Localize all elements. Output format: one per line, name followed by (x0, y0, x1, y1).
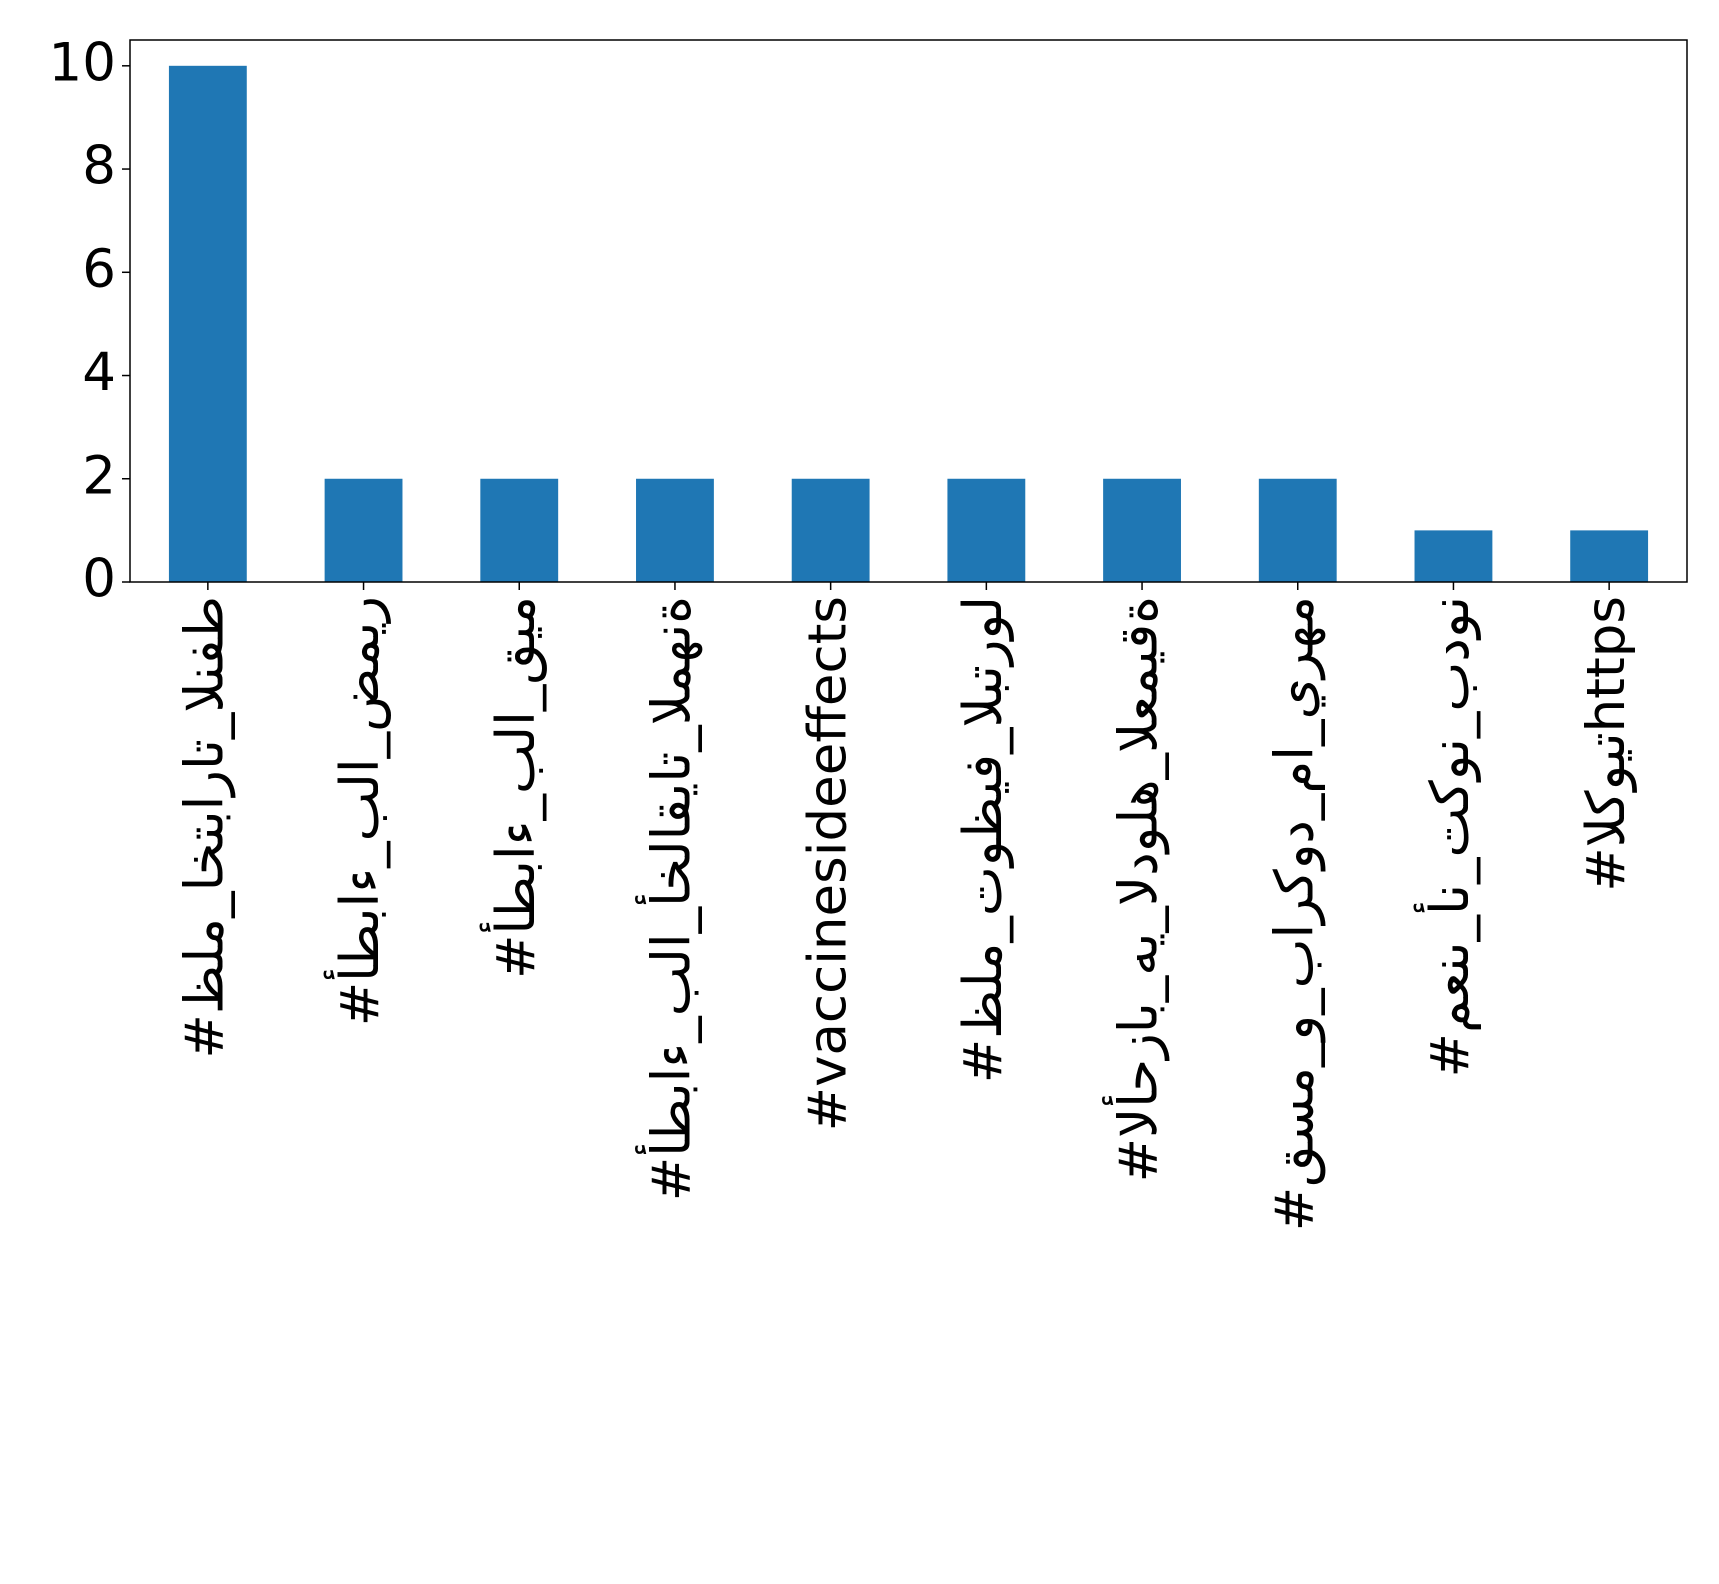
bar (947, 478, 1026, 582)
x-tick-label: #ظلم_اختبارات_النفط (174, 596, 235, 1059)
x-tick-label: #أطباء_بلا_أخلاقيات_المهنة (635, 596, 703, 1201)
y-tick-label: 6 (82, 239, 116, 300)
y-tick-label: 4 (82, 342, 116, 403)
x-tick-label: #أطباء_بلا_ضمير (323, 596, 391, 1026)
x-tick-label: #قسم_و_باركود_ما_يرهم (1264, 596, 1325, 1231)
y-tick-label: 0 (82, 549, 116, 610)
bar (480, 478, 559, 582)
bar (1570, 530, 1649, 582)
bar (636, 478, 714, 582)
x-tick-label: #الأحزاب_هي_الدوله_العميقة (1102, 596, 1170, 1182)
y-tick-label: 8 (82, 136, 116, 197)
plot-frame (129, 39, 1688, 583)
x-tick-label: #الكويتhttps (1576, 596, 1637, 892)
x-tick-label: #ظلم_توظيف_البترول (953, 596, 1014, 1083)
bar (1103, 478, 1181, 582)
x-tick-label: #vaccinesideeffects (797, 596, 858, 1131)
bar (791, 478, 870, 582)
bar (1414, 530, 1493, 582)
bar (1258, 478, 1337, 582)
x-tick-label: #معنى_أن_تكون_بدون (1413, 596, 1481, 1077)
y-tick-label: 2 (82, 445, 116, 506)
y-tick-label: 10 (49, 32, 116, 93)
bar (168, 65, 247, 583)
bar (324, 478, 403, 582)
x-tick-label: #أطباء_بلا_قيم (479, 596, 547, 979)
